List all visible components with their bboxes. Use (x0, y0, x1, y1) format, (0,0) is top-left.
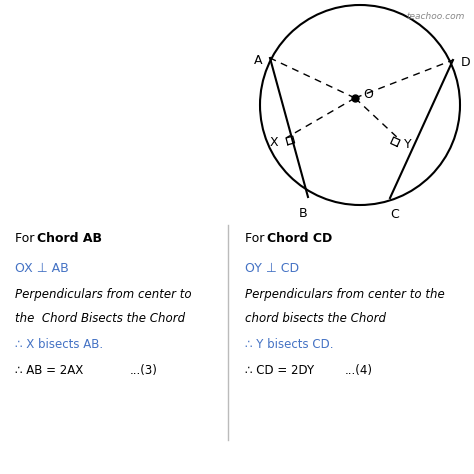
Text: ∴ CD = 2DY: ∴ CD = 2DY (245, 364, 314, 377)
Text: ∴ Y bisects CD.: ∴ Y bisects CD. (245, 338, 334, 351)
Text: A: A (254, 54, 262, 66)
Text: OX ⊥ AB: OX ⊥ AB (15, 262, 69, 275)
Text: the  Chord Bisects the Chord: the Chord Bisects the Chord (15, 312, 185, 325)
Text: chord bisects the Chord: chord bisects the Chord (245, 312, 386, 325)
Text: For: For (15, 232, 38, 245)
Text: B: B (299, 207, 307, 220)
Text: Perpendiculars from center to the: Perpendiculars from center to the (245, 288, 445, 301)
Text: ...(4): ...(4) (345, 364, 373, 377)
Text: ∴ X bisects AB.: ∴ X bisects AB. (15, 338, 103, 351)
Text: For: For (245, 232, 268, 245)
Text: Chord AB: Chord AB (37, 232, 102, 245)
Text: Chord CD: Chord CD (267, 232, 332, 245)
Text: C: C (391, 208, 400, 221)
Text: O: O (363, 88, 373, 100)
Text: OY ⊥ CD: OY ⊥ CD (245, 262, 299, 275)
Text: ...(3): ...(3) (130, 364, 158, 377)
Text: Y: Y (404, 137, 411, 151)
Text: ∴ AB = 2AX: ∴ AB = 2AX (15, 364, 83, 377)
Text: Perpendiculars from center to: Perpendiculars from center to (15, 288, 191, 301)
Text: D: D (461, 55, 471, 69)
Text: X: X (269, 136, 278, 148)
Text: teachoo.com: teachoo.com (407, 12, 465, 21)
